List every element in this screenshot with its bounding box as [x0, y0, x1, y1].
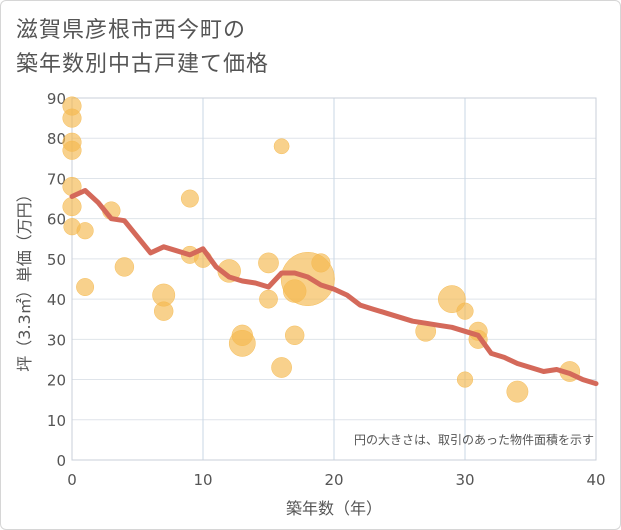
chart-title-line-2: 築年数別中古戸建て価格	[16, 52, 270, 77]
y-tick-label: 40	[47, 291, 66, 309]
x-tick-label: 30	[455, 471, 474, 489]
y-tick-label: 70	[47, 170, 66, 188]
bubble-point	[456, 371, 474, 388]
y-tick-label: 10	[47, 412, 66, 430]
bubble-point	[231, 324, 253, 346]
x-tick-label: 40	[586, 471, 605, 489]
bubble-point	[311, 253, 331, 273]
bubble-point	[62, 197, 82, 217]
bubble-point	[271, 357, 292, 378]
bubble-point	[259, 289, 278, 309]
x-tick-label: 0	[67, 471, 77, 489]
average-line	[69, 188, 599, 387]
y-axis-title: 坪（3.3㎡）単価（万円）	[15, 186, 34, 371]
y-tick-label: 50	[47, 251, 66, 269]
y-tick-label: 80	[47, 130, 66, 148]
bubble-point	[62, 108, 82, 128]
bubble-point	[456, 302, 474, 320]
size-note: 円の大きさは、取引のあった物件面積を示す	[354, 432, 594, 447]
bubble-point	[62, 140, 82, 160]
bubble-point	[76, 278, 95, 297]
bubble-point	[76, 222, 94, 240]
x-tick-label: 10	[193, 471, 212, 489]
bubble-point	[180, 189, 199, 208]
y-tick-label: 90	[47, 90, 66, 108]
chart-title-line-1: 滋賀県彦根市西今町の	[16, 18, 247, 43]
x-axis-title: 築年数（年）	[286, 499, 382, 518]
bubble-point	[273, 138, 290, 155]
average-line-series	[69, 188, 599, 387]
y-tick-label: 30	[47, 331, 66, 349]
y-tick-label: 0	[56, 452, 66, 470]
chart-title: 滋賀県彦根市西今町の 築年数別中古戸建て価格	[16, 14, 269, 82]
bubble-point	[258, 252, 279, 274]
y-tick-label: 60	[47, 211, 66, 229]
bubble-point	[506, 380, 529, 403]
plot-area	[71, 97, 597, 461]
bubble-point	[154, 301, 174, 321]
y-axis-ticks: 0 10 20 30 40 50 60 70 80 90	[47, 90, 66, 470]
x-tick-label: 20	[324, 471, 343, 489]
bubble-point	[114, 257, 135, 277]
bubble-point	[285, 325, 305, 346]
x-axis-ticks: 0 10 20 30 40	[67, 471, 605, 489]
y-tick-label: 20	[47, 372, 66, 390]
